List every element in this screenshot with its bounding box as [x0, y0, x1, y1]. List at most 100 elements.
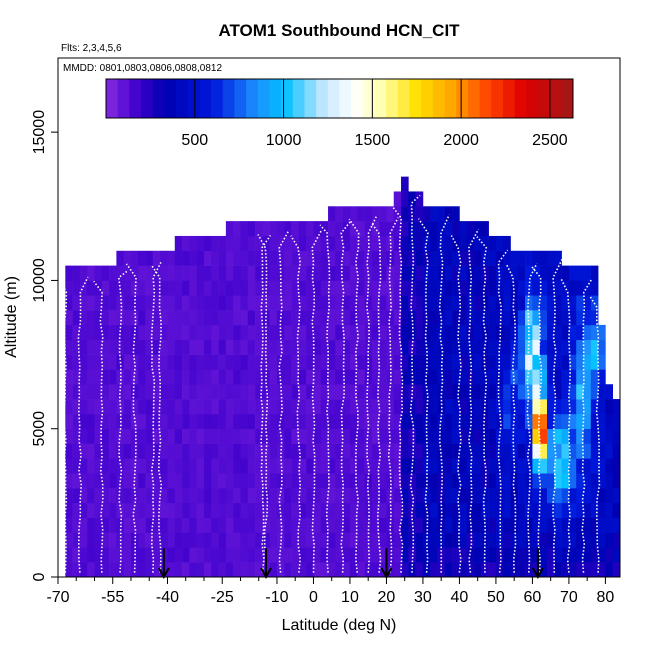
heatmap-cell	[225, 265, 234, 281]
heatmap-cell	[364, 221, 373, 237]
heatmap-cell	[561, 339, 570, 355]
heatmap-cell	[474, 562, 482, 578]
colorbar-swatch	[421, 79, 434, 118]
heatmap-cell	[576, 502, 584, 518]
flight-profile	[56, 273, 68, 573]
heatmap-cell	[539, 354, 548, 370]
heatmap-cell	[298, 235, 307, 252]
heatmap-cell	[320, 413, 329, 430]
heatmap-cell	[72, 324, 81, 341]
heatmap-cell	[298, 399, 307, 415]
heatmap-cell	[313, 265, 322, 281]
heatmap-cell	[598, 488, 606, 504]
heatmap-cell	[554, 473, 562, 489]
heatmap-cell	[590, 324, 599, 341]
heatmap-cell	[255, 310, 263, 326]
heatmap-cell	[357, 250, 365, 266]
heatmap-cell	[262, 517, 270, 533]
heatmap-cell	[87, 324, 95, 341]
x-tick-label: 20	[378, 589, 396, 606]
heatmap-cell	[510, 295, 519, 311]
heatmap-cell	[87, 562, 95, 578]
heatmap-cell	[401, 191, 409, 207]
heatmap-cell	[583, 295, 592, 311]
heatmap-cell	[488, 399, 497, 415]
heatmap-cell	[94, 265, 103, 281]
heatmap-cell	[313, 562, 322, 578]
heatmap-cell	[568, 562, 577, 578]
heatmap-cell	[357, 221, 365, 237]
heatmap-cell	[459, 221, 468, 237]
heatmap-cell	[517, 532, 526, 548]
heatmap-cell	[576, 562, 584, 578]
heatmap-cell	[276, 384, 285, 400]
heatmap-cell	[408, 428, 416, 444]
heatmap-cell	[488, 473, 497, 489]
flight-profile	[505, 263, 517, 573]
heatmap-cell	[328, 532, 336, 548]
heatmap-cell	[576, 295, 584, 311]
heatmap-cell	[488, 295, 497, 311]
heatmap-cell	[167, 384, 176, 400]
heatmap-cell	[349, 517, 358, 533]
heatmap-cell	[371, 488, 380, 504]
colorbar: 500 1000 1500 2000 2500	[105, 78, 574, 149]
heatmap-cell	[160, 502, 168, 518]
colorbar-swatch	[211, 79, 224, 118]
heatmap-cell	[379, 310, 387, 326]
heatmap-cell	[393, 235, 402, 252]
heatmap-cell	[415, 295, 424, 311]
heatmap-cell	[488, 280, 497, 296]
heatmap-cell	[554, 458, 562, 474]
heatmap-cell	[291, 502, 300, 518]
heatmap-cell	[298, 324, 307, 341]
heatmap-cell	[335, 413, 343, 430]
heatmap-cell	[145, 384, 154, 400]
heatmap-cell	[408, 517, 416, 533]
colorbar-swatch	[374, 79, 387, 118]
heatmap-cell	[481, 265, 489, 281]
heatmap-cell	[349, 295, 358, 311]
heatmap-cell	[276, 221, 285, 237]
heatmap-cell	[109, 413, 117, 430]
heatmap-cell	[269, 265, 278, 281]
heatmap-cell	[328, 324, 336, 341]
heatmap-cell	[284, 413, 292, 430]
flight-profile	[125, 263, 137, 573]
heatmap-cell	[525, 502, 533, 518]
heatmap-cell	[306, 384, 314, 400]
heatmap-cell	[247, 399, 256, 415]
heatmap-cell	[298, 354, 307, 370]
heatmap-cell	[444, 473, 453, 489]
heatmap-cell	[408, 562, 416, 578]
heatmap-cell	[517, 428, 526, 444]
heatmap-cell	[94, 443, 103, 459]
heatmap-cell	[422, 502, 431, 518]
heatmap-cell	[255, 443, 263, 459]
heatmap-cell	[306, 532, 314, 548]
heatmap-cell	[130, 280, 139, 296]
heatmap-cell	[408, 280, 416, 296]
heatmap-cell	[101, 458, 110, 474]
heatmap-cell	[364, 324, 373, 341]
heatmap-cell	[240, 502, 249, 518]
heatmap-cell	[203, 324, 212, 341]
heatmap-cell	[452, 324, 460, 341]
heatmap-cell	[123, 502, 132, 518]
heatmap-cell	[444, 295, 453, 311]
heatmap-cell	[371, 547, 380, 563]
heatmap-cell	[488, 517, 497, 533]
heatmap-cell	[225, 369, 234, 385]
heatmap-cell	[481, 324, 489, 341]
heatmap-cell	[313, 339, 322, 355]
heatmap-cell	[532, 458, 541, 474]
heatmap-cell	[291, 532, 300, 548]
heatmap-cell	[430, 369, 438, 385]
heatmap-cell	[488, 413, 497, 430]
heatmap-cell	[130, 517, 139, 533]
heatmap-cell	[525, 384, 533, 400]
heatmap-cell	[79, 310, 88, 326]
heatmap-cell	[79, 324, 88, 341]
heatmap-cell	[160, 428, 168, 444]
heatmap-cell	[422, 443, 431, 459]
